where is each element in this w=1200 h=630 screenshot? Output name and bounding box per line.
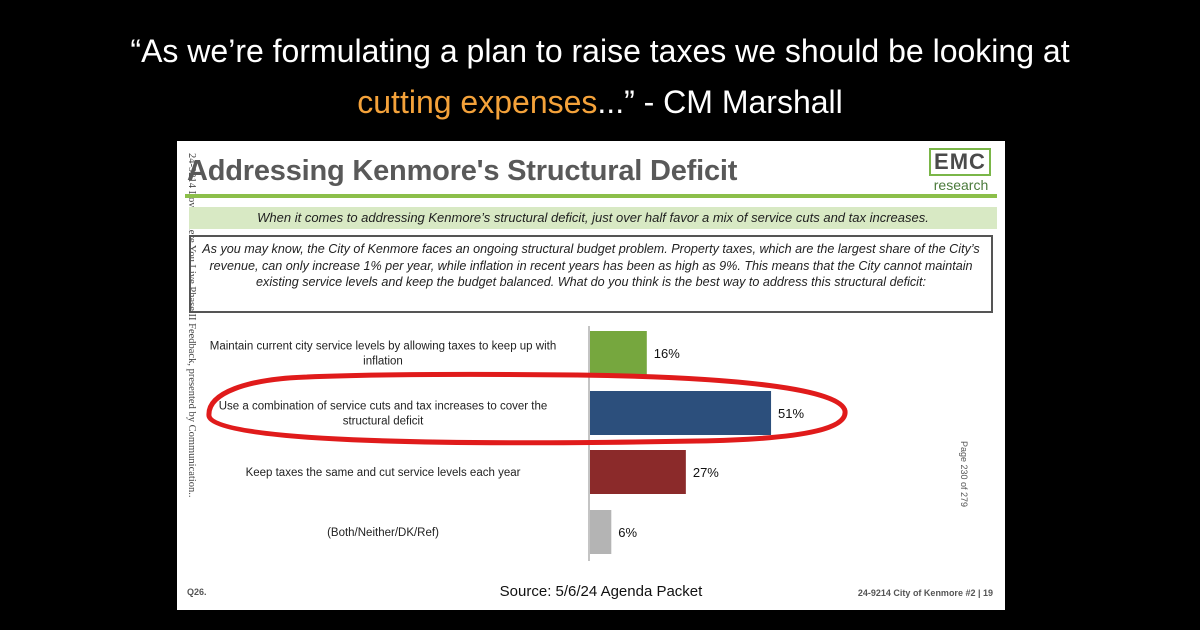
question-text-box: As you may know, the City of Kenmore fac… <box>189 235 993 313</box>
slide-footer: 24-9214 City of Kenmore #2 | 19 <box>857 588 993 598</box>
quote-highlight: cutting expenses <box>357 84 598 120</box>
bar-3 <box>590 510 612 554</box>
bar-chart: 16% Maintain current city service levels … <box>206 326 848 561</box>
logo-main-text: EMC <box>929 148 991 176</box>
logo-sub-text: research <box>933 177 989 193</box>
quote-text-2: ...” - CM Marshall <box>597 84 843 120</box>
category-label-2-0: Keep taxes the same and cut service leve… <box>246 467 521 479</box>
value-label-1: 51% <box>778 406 804 421</box>
bar-0 <box>590 331 647 375</box>
survey-slide: 24-9214 Love Where You Live Phase II Fee… <box>177 141 1005 610</box>
side-margin-text: 24-9214 Love Where You Live Phase II Fee… <box>186 153 197 498</box>
bar-2 <box>590 450 686 494</box>
quote-text-1: “As we’re formulating a plan to raise ta… <box>130 33 1070 69</box>
bar-1 <box>590 391 772 435</box>
title-divider <box>185 194 997 198</box>
emc-research-logo: EMC research <box>925 146 997 194</box>
category-label-0-0: Maintain current city service levels by … <box>210 341 556 353</box>
value-label-0: 16% <box>654 346 680 361</box>
highlight-circle-annotation <box>206 371 848 446</box>
value-label-3: 6% <box>618 525 637 540</box>
category-label-3-0: (Both/Neither/DK/Ref) <box>327 527 439 539</box>
question-id: Q26. <box>187 587 207 597</box>
page-number-note: Page 230 of 279 <box>959 441 969 508</box>
category-label-0-1: inflation <box>363 356 403 368</box>
category-label-1-1: structural deficit <box>343 416 424 428</box>
quote-line-2: cutting expenses...” - CM Marshall <box>0 83 1200 121</box>
quote-line-1: “As we’re formulating a plan to raise ta… <box>0 32 1200 70</box>
summary-banner: When it comes to addressing Kenmore’s st… <box>189 207 997 229</box>
value-label-2: 27% <box>693 465 719 480</box>
source-caption: Source: 5/6/24 Agenda Packet <box>499 583 703 600</box>
slide-title: Addressing Kenmore's Structural Deficit <box>187 155 738 187</box>
category-label-1-0: Use a combination of service cuts and ta… <box>219 401 548 413</box>
